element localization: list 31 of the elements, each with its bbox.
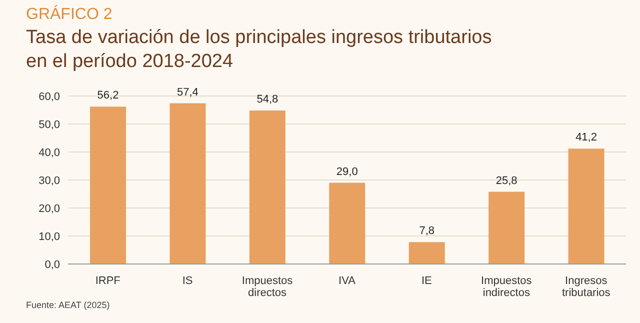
y-tick-label: 30,0 — [38, 174, 60, 187]
x-tick-label: IE — [422, 275, 432, 287]
data-label: 29,0 — [336, 166, 358, 178]
bar — [249, 110, 286, 264]
x-tick-label: Ingresos tributarios — [562, 275, 611, 299]
bar — [90, 106, 126, 264]
data-label: 57,4 — [177, 86, 198, 98]
source-note: Fuente: AEAT (2025) — [26, 300, 110, 310]
y-tick-label: 20,0 — [38, 202, 60, 215]
bar — [329, 182, 366, 264]
data-label: 56,2 — [97, 90, 119, 102]
data-label: 41,2 — [576, 132, 597, 144]
bar — [488, 192, 525, 264]
bar — [568, 148, 604, 264]
chart-title: GRÁFICO 2 — [26, 6, 112, 24]
x-tick-label: IVA — [338, 275, 356, 287]
bar — [170, 103, 206, 264]
x-tick-label: IS — [182, 275, 193, 287]
data-label: 54,8 — [256, 94, 278, 106]
y-tick-label: 50,0 — [38, 118, 60, 131]
y-tick-label: 60,0 — [38, 90, 60, 103]
data-label: 7,8 — [419, 225, 435, 238]
data-label: 25,8 — [496, 174, 518, 187]
y-tick-label: 0,0 — [44, 258, 60, 271]
chart-subtitle: Tasa de variación de los principales ingresos tributarios en el período 2018-2024 — [26, 26, 493, 74]
x-tick-label: IRPF — [95, 275, 121, 287]
bar — [408, 242, 445, 264]
x-tick-label: Impuestos directos — [242, 275, 294, 299]
y-tick-label: 40,0 — [38, 146, 60, 159]
y-tick-label: 10,0 — [38, 230, 60, 243]
x-tick-label: Impuestos indirectos — [481, 275, 532, 299]
